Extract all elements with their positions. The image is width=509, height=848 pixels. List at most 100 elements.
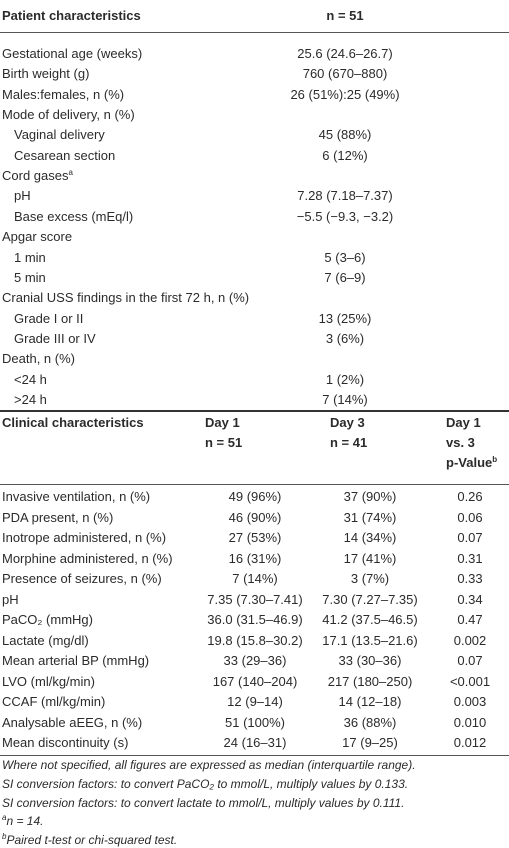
row-value: 0.002 bbox=[453, 632, 487, 648]
row-value: 5 (3–6) bbox=[324, 249, 366, 265]
footnote-text: n = 14. bbox=[6, 814, 44, 829]
row-value: 760 (670–880) bbox=[302, 66, 388, 82]
column-header-text: Day 1 bbox=[205, 415, 240, 430]
column-header: Day 1 bbox=[205, 415, 240, 431]
row-value: 217 (180–250) bbox=[327, 673, 413, 689]
row-value: −5.5 (−9.3, −3.2) bbox=[296, 208, 394, 224]
row-value: 49 (96%) bbox=[228, 489, 282, 504]
row-value: 0.010 bbox=[453, 714, 487, 730]
row-label-text: Apgar score bbox=[2, 229, 73, 245]
row-value: 46 (90%) bbox=[228, 509, 282, 525]
header-rule bbox=[0, 484, 509, 485]
row-label: Mode of delivery, n (%) bbox=[2, 107, 135, 123]
row-value: 37 (90%) bbox=[343, 489, 397, 504]
row-value: 7 (14%) bbox=[232, 571, 278, 586]
row-label: 1 min bbox=[14, 249, 46, 265]
row-label: Inotrope administered, n (%) bbox=[2, 530, 167, 545]
row-value: 0.31 bbox=[457, 550, 483, 566]
row-label: Grade III or IV bbox=[14, 330, 96, 346]
column-header-text: p-Value bbox=[446, 455, 493, 470]
row-label-text: Cord gases bbox=[2, 168, 69, 184]
row-value: 13 (25%) bbox=[318, 310, 372, 326]
table-bottom-rule bbox=[0, 755, 509, 756]
row-value: 7 (6–9) bbox=[324, 269, 366, 285]
row-label: Cranial USS findings in the first 72 h, … bbox=[2, 290, 249, 306]
row-label: Cord gasesa bbox=[2, 168, 73, 184]
row-value: 33 (29–36) bbox=[223, 653, 287, 668]
footnote-mark: b bbox=[2, 832, 7, 842]
header-rule bbox=[0, 32, 509, 33]
row-value: 45 (88%) bbox=[318, 127, 372, 143]
row-value: 3 (6%) bbox=[325, 330, 365, 346]
column-header-text: Clinical characteristics bbox=[2, 415, 144, 430]
row-label: Lactate (mg/dl) bbox=[2, 632, 89, 648]
row-value: 17.1 (13.5–21.6) bbox=[322, 632, 418, 648]
row-value: 7.30 (7.27–7.35) bbox=[322, 591, 418, 607]
row-label: Birth weight (g) bbox=[2, 66, 89, 82]
row-label-text: Gestational age (weeks) bbox=[2, 46, 143, 61]
row-value: 27 (53%) bbox=[228, 530, 282, 545]
column-header-text: n = 41 bbox=[330, 435, 368, 450]
row-value: 1 (2%) bbox=[325, 371, 365, 387]
footnote: an = 14. bbox=[2, 813, 43, 829]
row-label: CCAF (ml/kg/min) bbox=[2, 694, 106, 709]
row-value: 0.07 bbox=[457, 530, 483, 545]
column-header: p-Valueb bbox=[446, 455, 497, 471]
row-value: 36 (88%) bbox=[343, 714, 397, 730]
row-label: Analysable aEEG, n (%) bbox=[2, 714, 143, 730]
footnote-text: SI conversion factors: to convert PaCO₂ … bbox=[2, 776, 409, 791]
row-value: 25.6 (24.6–26.7) bbox=[297, 46, 393, 61]
row-value: 17 (9–25) bbox=[342, 735, 398, 750]
row-value: 0.012 bbox=[453, 735, 487, 750]
column-header-text: Day 1 bbox=[446, 415, 481, 430]
row-value: 3 (7%) bbox=[350, 571, 390, 586]
row-label: Mean discontinuity (s) bbox=[2, 735, 129, 750]
row-value: 14 (12–18) bbox=[338, 694, 402, 709]
row-label: pH bbox=[14, 188, 31, 204]
column-header: n = 41 bbox=[330, 435, 367, 451]
row-label: LVO (ml/kg/min) bbox=[2, 673, 95, 689]
row-label: Cesarean section bbox=[14, 147, 116, 163]
row-label: Grade I or II bbox=[14, 310, 84, 326]
row-label-text: Mode of delivery, n (%) bbox=[2, 107, 135, 123]
row-label-text: Cranial USS findings in the first 72 h, … bbox=[2, 290, 250, 306]
row-label: Death, n (%) bbox=[2, 351, 75, 367]
row-value: 0.33 bbox=[457, 571, 483, 586]
column-header: n = 51 bbox=[326, 8, 364, 23]
column-header: Patient characteristics bbox=[2, 8, 141, 23]
row-label: Presence of seizures, n (%) bbox=[2, 571, 162, 586]
footnote: bPaired t-test or chi-squared test. bbox=[2, 832, 177, 848]
row-value: 0.06 bbox=[457, 509, 483, 525]
row-value: <0.001 bbox=[449, 673, 491, 689]
row-value: 51 (100%) bbox=[225, 714, 285, 730]
row-label: Apgar score bbox=[2, 229, 72, 245]
footnote-mark: a bbox=[2, 813, 7, 823]
row-label: Morphine administered, n (%) bbox=[2, 550, 173, 566]
row-value: 6 (12%) bbox=[322, 147, 368, 163]
footnote-mark: b bbox=[492, 455, 498, 464]
row-value: 7.35 (7.30–7.41) bbox=[207, 591, 303, 607]
row-label: Mean arterial BP (mmHg) bbox=[2, 653, 150, 668]
footnote: SI conversion factors: to convert lactat… bbox=[2, 795, 404, 811]
row-value: 19.8 (15.8–30.2) bbox=[207, 632, 303, 648]
row-label: Males:females, n (%) bbox=[2, 87, 124, 103]
row-value: 0.34 bbox=[457, 591, 483, 607]
column-header-text: n = 51 bbox=[205, 435, 243, 450]
row-value: 17 (41%) bbox=[343, 550, 397, 566]
row-value: 36.0 (31.5–46.9) bbox=[207, 612, 303, 627]
row-value: 0.26 bbox=[457, 489, 483, 504]
row-value: 0.07 bbox=[457, 653, 483, 668]
row-value: 31 (74%) bbox=[343, 509, 397, 525]
footnote-text: Where not specified, all figures are exp… bbox=[2, 758, 416, 772]
row-value: 0.47 bbox=[457, 612, 483, 627]
column-header-text: Day 3 bbox=[330, 415, 365, 430]
footnote-mark: a bbox=[68, 168, 73, 178]
row-label: PaCO₂ (mmHg) bbox=[2, 612, 93, 627]
row-value: 14 (34%) bbox=[343, 530, 397, 545]
row-label: 5 min bbox=[14, 269, 46, 285]
table-divider bbox=[0, 410, 509, 412]
row-value: 7 (14%) bbox=[322, 391, 368, 407]
row-label: >24 h bbox=[14, 391, 47, 407]
column-header: vs. 3 bbox=[446, 435, 475, 451]
